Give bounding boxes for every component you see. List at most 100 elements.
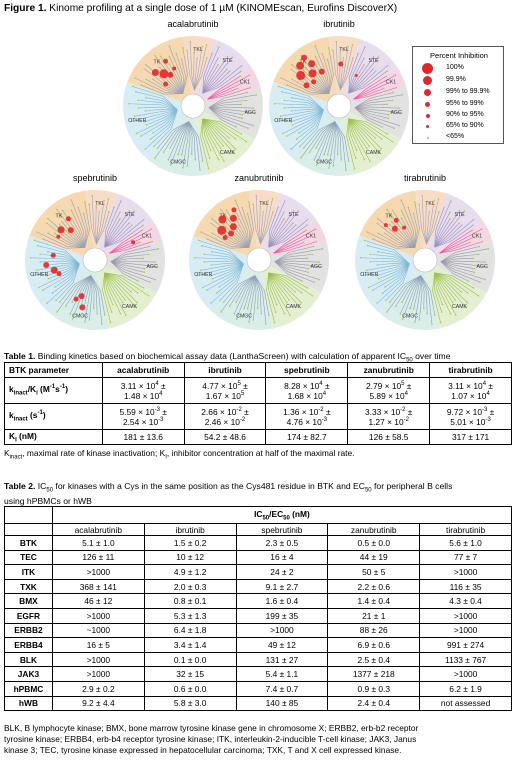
branch-line bbox=[138, 99, 178, 111]
kinase-dot bbox=[47, 232, 50, 235]
family-label: TK bbox=[154, 59, 161, 65]
branch-line bbox=[210, 263, 244, 276]
kinase-dot bbox=[154, 278, 156, 281]
branch-line bbox=[128, 103, 178, 111]
kinase-dot bbox=[372, 289, 374, 291]
branch-line bbox=[277, 109, 324, 122]
branch-line bbox=[348, 64, 365, 94]
branch-line bbox=[202, 70, 231, 94]
kinase-dot bbox=[461, 224, 463, 226]
branch-line bbox=[207, 87, 251, 100]
table-cell: 5.8 ± 3.0 bbox=[143, 695, 237, 712]
kinase-dot bbox=[128, 222, 130, 224]
table-cell: 126 ± 11 bbox=[51, 549, 145, 566]
branch-line bbox=[434, 207, 445, 248]
branch-line bbox=[207, 75, 241, 100]
branch-line bbox=[298, 109, 324, 134]
kinase-dot bbox=[291, 78, 294, 81]
branch-line bbox=[243, 275, 256, 309]
kinase-dot bbox=[265, 323, 267, 325]
branch-line bbox=[198, 240, 244, 265]
kinase-dot bbox=[431, 323, 433, 325]
kinase-dot bbox=[286, 84, 288, 86]
branch-line bbox=[353, 74, 396, 100]
kinase-dot bbox=[400, 111, 403, 114]
kinase-dot bbox=[291, 96, 293, 99]
tree-svg: TK TKL STE CK1 AGC CAMK CMGC OTHER bbox=[122, 36, 263, 176]
kinase-dot bbox=[439, 321, 442, 324]
table-row: hWB 9.2 ± 4.4 5.8 ± 3.0 140 ± 85 2.4 ± 0.4 no… bbox=[4, 695, 512, 712]
family-label: CAMK bbox=[122, 304, 138, 310]
branch-line bbox=[202, 118, 236, 149]
branch-line bbox=[439, 228, 482, 254]
branch-line bbox=[268, 224, 297, 248]
kinase-dot bbox=[387, 117, 390, 120]
kinase-dot bbox=[262, 211, 265, 213]
branch-line bbox=[109, 242, 141, 254]
table-cell: 0.1 ± 0.0 bbox=[143, 651, 237, 668]
branch-line bbox=[104, 272, 144, 289]
branch-line bbox=[409, 275, 422, 309]
table-row: TXK 368 ± 141 2.0 ± 0.3 9.1 ± 2.7 2.2 ± 0.6 1… bbox=[4, 578, 512, 595]
branch-line bbox=[188, 121, 196, 160]
branch-line bbox=[420, 275, 433, 324]
legend-item: 90% to 95% bbox=[413, 111, 505, 121]
branch-line bbox=[96, 200, 105, 245]
kinase-dot bbox=[477, 294, 480, 297]
kinase-dot bbox=[37, 286, 40, 289]
kinase-dot bbox=[222, 301, 225, 303]
branch-line bbox=[434, 272, 451, 314]
kinase-dot bbox=[477, 253, 480, 256]
kinase-dot bbox=[473, 236, 475, 239]
table-cell: ~1000 bbox=[51, 622, 145, 639]
branch-line bbox=[208, 107, 243, 119]
kinase-dot bbox=[131, 224, 133, 226]
table-cell: 3.33 × 10-2 ±1.27 × 10-2 bbox=[347, 403, 431, 430]
branch-line bbox=[200, 263, 244, 271]
table-row: JAK3 >1000 32 ± 15 5.4 ± 1.1 1377 ± 218 >1000 bbox=[4, 666, 512, 682]
kinase-dot bbox=[144, 148, 146, 150]
kinase-dot bbox=[466, 292, 469, 294]
branch-line bbox=[339, 52, 341, 91]
kinase-dot bbox=[315, 240, 318, 243]
branch-line bbox=[354, 107, 389, 119]
inhibition-marker bbox=[151, 68, 159, 76]
branch-line bbox=[208, 100, 247, 108]
branch-line bbox=[392, 210, 416, 248]
branch-line bbox=[202, 56, 228, 94]
kinase-dot bbox=[398, 124, 400, 127]
kinase-dot bbox=[237, 87, 239, 90]
branch-line bbox=[328, 47, 334, 94]
branch-line bbox=[348, 53, 359, 94]
branch-line bbox=[208, 106, 254, 109]
branch-line bbox=[348, 65, 388, 94]
branch-line bbox=[440, 261, 469, 282]
table-header-cell: BTK parameter bbox=[4, 362, 103, 378]
branch-line bbox=[202, 68, 228, 94]
branch-line bbox=[46, 263, 80, 276]
kinase-dot bbox=[377, 250, 379, 253]
kinase-dot bbox=[197, 239, 200, 242]
binding-kinetics-table: BTK parameter acalabrutinib ibrutinib sp… bbox=[4, 362, 512, 445]
kinase-dot bbox=[398, 107, 400, 109]
kinase-dot bbox=[162, 151, 165, 154]
kinase-dot bbox=[259, 205, 262, 207]
branch-line bbox=[268, 272, 301, 308]
branch-line bbox=[363, 263, 410, 276]
kinase-dot bbox=[209, 274, 212, 277]
branch-line bbox=[175, 53, 184, 94]
branch-line bbox=[202, 58, 219, 94]
kinase-name: TEC bbox=[4, 549, 53, 566]
kinase-dot bbox=[351, 43, 354, 46]
kinase-dot bbox=[291, 63, 293, 66]
branch-line bbox=[223, 275, 256, 303]
kinase-dot bbox=[379, 152, 381, 155]
branch-line bbox=[56, 209, 86, 248]
branch-line bbox=[273, 229, 307, 254]
kinase-dot bbox=[363, 63, 365, 66]
kinase-dot bbox=[252, 203, 254, 206]
table-cell: >1000 bbox=[51, 564, 145, 580]
branch-line bbox=[268, 272, 277, 305]
kinase-dot bbox=[451, 301, 454, 304]
kinase-dot bbox=[412, 212, 415, 215]
